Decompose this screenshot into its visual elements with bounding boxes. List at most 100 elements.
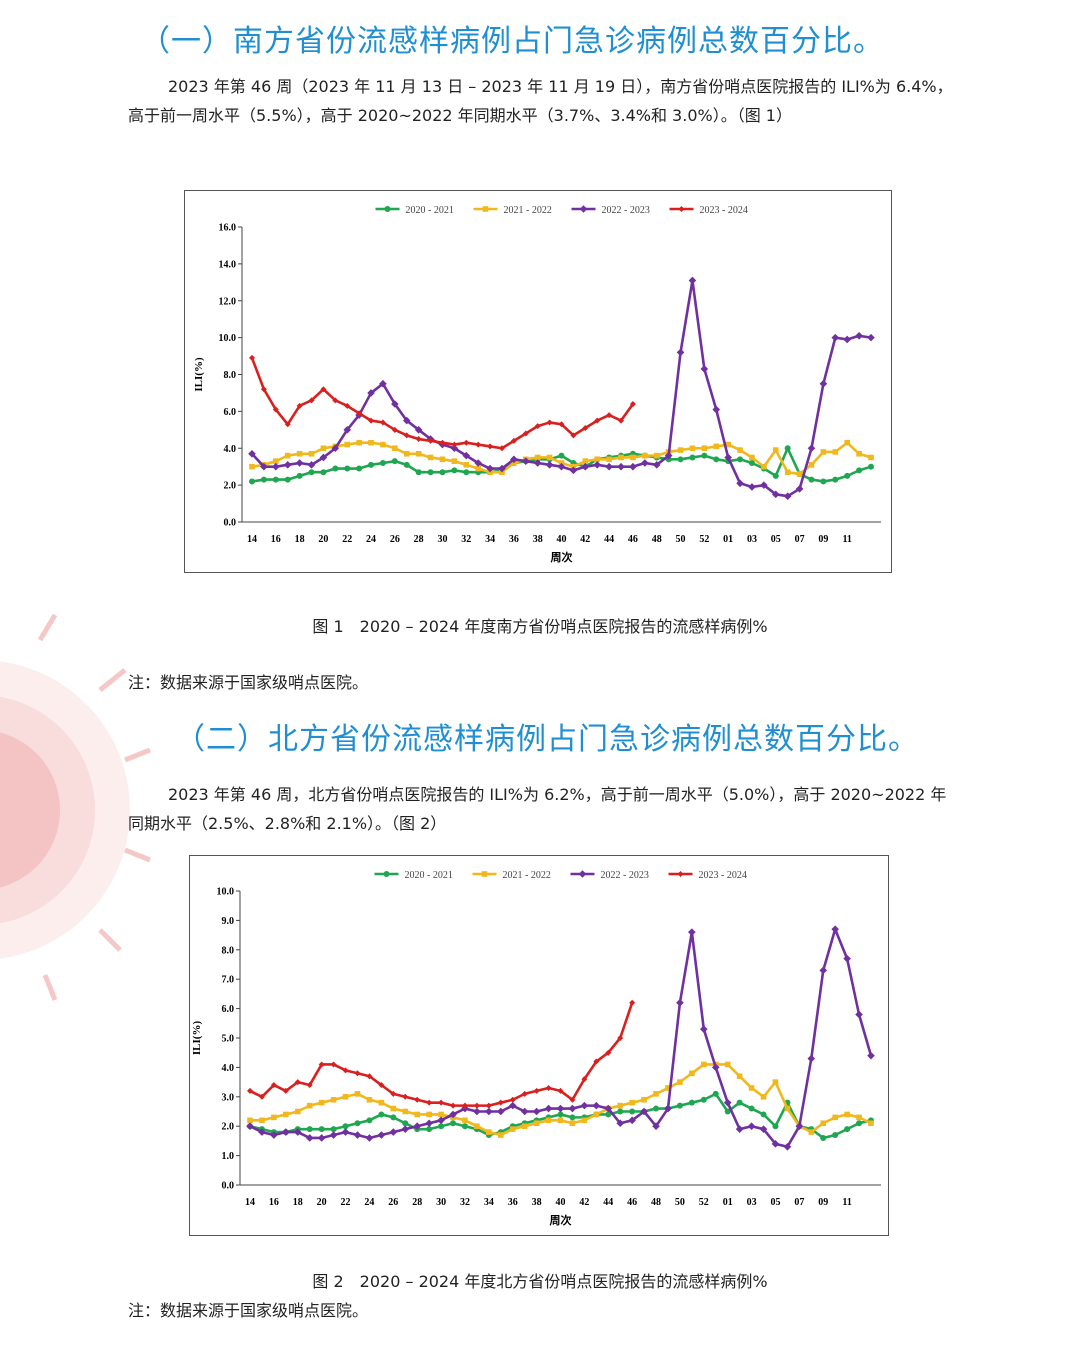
point [772, 1123, 779, 1130]
point [403, 450, 410, 457]
point [629, 1108, 636, 1115]
point [569, 1114, 576, 1121]
point [306, 1082, 313, 1089]
x-tick-label: 05 [770, 1197, 780, 1208]
chart-frame: 0.0 1.0 2.0 3.0 4.0 5.0 6.0 7.0 8.0 9.0 10.0 14 16 18… [189, 855, 889, 1236]
x-tick-label: 16 [271, 534, 281, 545]
legend-label: 2020 - 2021 [405, 870, 453, 881]
point [772, 472, 779, 479]
point [249, 354, 255, 361]
point [652, 461, 661, 469]
y-tick-label: 2.0 [222, 1122, 235, 1133]
point [737, 456, 744, 463]
point [724, 1061, 731, 1068]
point [462, 1117, 468, 1124]
y-tick-label: 4.0 [222, 1063, 235, 1074]
point [427, 454, 434, 461]
point [426, 1126, 433, 1133]
point [353, 1131, 362, 1139]
point [820, 1120, 827, 1127]
point [544, 1104, 553, 1113]
point [414, 1096, 421, 1103]
point [366, 1096, 373, 1103]
point [532, 1107, 541, 1116]
y-tick-label: 14.0 [219, 259, 237, 270]
point [305, 1134, 314, 1142]
legend-marker [677, 871, 684, 877]
series-line [250, 357, 634, 450]
point [653, 452, 660, 459]
y-tick-label: 6.0 [224, 407, 237, 418]
point [378, 1082, 385, 1089]
point [688, 928, 696, 936]
point [368, 439, 374, 446]
point [522, 430, 529, 437]
point [748, 1085, 755, 1091]
point [557, 1111, 564, 1118]
point [784, 445, 791, 452]
point [701, 452, 708, 459]
point [474, 459, 482, 467]
x-tick-label: 01 [723, 1197, 733, 1208]
x-tick-label: 40 [556, 1197, 566, 1208]
point [307, 461, 316, 469]
point [712, 405, 721, 414]
point [748, 460, 755, 466]
point [389, 1128, 398, 1136]
point [689, 1070, 695, 1077]
x-tick-label: 36 [509, 534, 519, 545]
point [354, 1120, 361, 1127]
x-tick-label: 34 [484, 1197, 494, 1208]
point [295, 459, 304, 467]
legend-marker [384, 206, 391, 212]
point [688, 276, 697, 285]
point [546, 419, 553, 426]
point [677, 447, 684, 453]
point [391, 400, 399, 408]
point [403, 461, 410, 468]
x-tick-label: 09 [818, 534, 828, 545]
point [568, 1104, 577, 1113]
x-tick-label: 52 [699, 534, 709, 545]
point [796, 471, 803, 477]
x-tick-label: 38 [532, 1197, 542, 1208]
point [557, 1117, 564, 1124]
point [795, 1122, 804, 1130]
point [677, 1079, 683, 1085]
point [831, 333, 840, 342]
point [820, 478, 827, 485]
point [844, 1126, 851, 1133]
y-tick-label: 0.0 [222, 1181, 235, 1192]
point [485, 1107, 493, 1116]
y-tick-label: 9.0 [222, 916, 235, 927]
point [665, 1085, 671, 1091]
x-axis-label: 周次 [551, 550, 573, 564]
point [486, 1129, 492, 1135]
point [344, 465, 351, 472]
x-tick-label: 46 [628, 534, 638, 545]
x-tick-label: 05 [771, 534, 781, 545]
point [403, 432, 410, 439]
point [354, 1091, 361, 1097]
point [425, 1119, 433, 1128]
point [629, 401, 636, 407]
point [820, 1134, 827, 1141]
point [270, 1082, 277, 1089]
point [784, 469, 791, 476]
y-tick-label: 7.0 [222, 975, 235, 986]
point [377, 1131, 386, 1139]
chart-frame: 0.0 2.0 4.0 6.0 8.0 10.0 12.0 14.0 16.0 14 16 18 20 2… [184, 190, 892, 573]
x-tick-label: 22 [341, 1197, 351, 1208]
point [366, 1073, 373, 1080]
point [593, 1111, 600, 1118]
point [700, 1025, 708, 1033]
x-tick-label: 01 [723, 534, 733, 545]
point [642, 452, 648, 459]
point [330, 1096, 337, 1103]
point [855, 1010, 863, 1019]
point [736, 1073, 743, 1080]
point [605, 462, 613, 471]
y-axis-label: ILI(%) [191, 1021, 203, 1056]
point [856, 467, 863, 474]
point [700, 365, 709, 373]
